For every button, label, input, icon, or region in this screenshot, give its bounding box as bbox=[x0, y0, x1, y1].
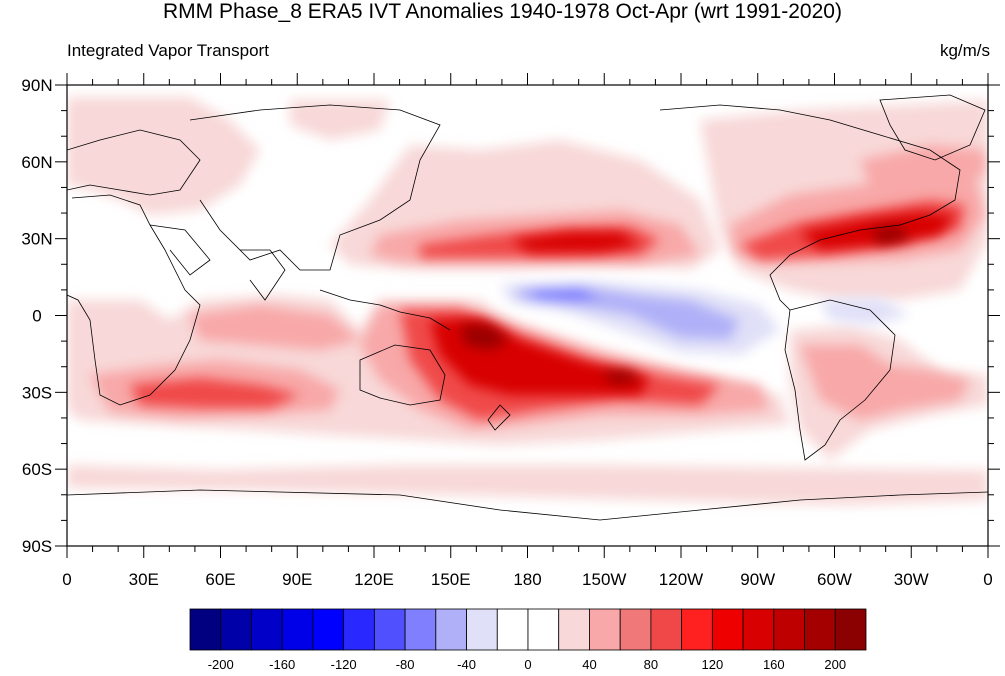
colorbar-swatch bbox=[558, 608, 590, 651]
colorbar-swatch bbox=[773, 608, 805, 651]
negative-anomalies bbox=[500, 282, 910, 355]
new-zealand-outline bbox=[487, 404, 511, 431]
colorbar-swatch bbox=[834, 608, 867, 651]
colorbar-label: 160 bbox=[763, 657, 785, 672]
colorbar-swatch bbox=[189, 608, 222, 651]
colorbar-swatch bbox=[312, 608, 345, 651]
colorbar-label: -80 bbox=[396, 657, 415, 672]
anomaly-field bbox=[67, 97, 988, 505]
colorbar-label: 200 bbox=[824, 657, 846, 672]
lat-tick-label: 30S bbox=[22, 383, 52, 402]
colorbar-swatch bbox=[373, 608, 406, 651]
colorbar-swatch bbox=[619, 608, 652, 651]
colorbar-swatch bbox=[404, 608, 437, 651]
colorbar-label: 40 bbox=[582, 657, 596, 672]
lon-tick-label: 0 bbox=[983, 570, 992, 589]
colorbar-swatch bbox=[281, 608, 314, 651]
colorbar-swatch bbox=[466, 608, 498, 651]
colorbar-swatch bbox=[742, 608, 775, 651]
colorbar-label: 0 bbox=[524, 657, 531, 672]
south-america-outline bbox=[784, 299, 896, 461]
colorbar-label: 80 bbox=[644, 657, 658, 672]
lat-tick-label: 60S bbox=[22, 460, 52, 479]
colorbar-label: -40 bbox=[457, 657, 476, 672]
europe-outline bbox=[67, 129, 201, 196]
lon-tick-label: 60W bbox=[817, 570, 852, 589]
colorbar-swatch bbox=[496, 608, 529, 651]
lon-tick-label: 150E bbox=[431, 570, 471, 589]
colorbar-swatch bbox=[527, 608, 560, 651]
lat-tick-label: 90N bbox=[21, 76, 52, 95]
lon-tick-label: 60E bbox=[205, 570, 235, 589]
india-outline bbox=[240, 249, 286, 301]
variable-label: Integrated Vapor Transport bbox=[67, 41, 269, 60]
colorbar: -200 -160 -120 -80 -40 0 40 80 120 160 200 bbox=[189, 608, 867, 672]
colorbar-label: -160 bbox=[269, 657, 295, 672]
colorbar-swatch bbox=[804, 608, 836, 651]
africa-outline bbox=[67, 194, 201, 406]
lon-tick-label: 0 bbox=[62, 570, 71, 589]
lon-tick-label: 30W bbox=[894, 570, 929, 589]
colorbar-swatch bbox=[681, 608, 713, 651]
coastlines bbox=[67, 94, 988, 521]
peak-positive-anomalies bbox=[460, 225, 910, 385]
map-axes: 0 30E 60E 90E 120E 150E 180 150W 120W 90W 60W 30W 09… bbox=[21, 73, 1000, 589]
north-america-outline bbox=[659, 104, 961, 311]
lat-tick-label: 0 bbox=[32, 307, 41, 326]
lon-tick-label: 90W bbox=[740, 570, 775, 589]
asia-outline bbox=[189, 104, 441, 271]
australia-outline bbox=[359, 344, 446, 406]
units-label: kg/m/s bbox=[939, 41, 990, 60]
colorbar-swatch bbox=[589, 608, 621, 651]
lon-tick-label: 30E bbox=[129, 570, 159, 589]
colorbar-swatch bbox=[220, 608, 252, 651]
colorbar-swatch bbox=[650, 608, 683, 651]
lon-tick-label: 180 bbox=[513, 570, 541, 589]
colorbar-swatch bbox=[711, 608, 744, 651]
lon-tick-label: 120W bbox=[659, 570, 703, 589]
maritime-continent-outline bbox=[319, 289, 451, 331]
colorbar-swatch bbox=[343, 608, 375, 651]
antarctica-outline bbox=[67, 489, 988, 521]
colorbar-swatch bbox=[435, 608, 467, 651]
lat-tick-label: 30N bbox=[21, 230, 52, 249]
colorbar-label: -200 bbox=[208, 657, 234, 672]
lon-tick-label: 120E bbox=[354, 570, 394, 589]
greenland-outline bbox=[879, 94, 986, 161]
lon-tick-label: 90E bbox=[282, 570, 312, 589]
arabia-outline bbox=[149, 224, 211, 276]
colorbar-label: 120 bbox=[702, 657, 724, 672]
chart-title: RMM Phase_8 ERA5 IVT Anomalies 1940-1978… bbox=[163, 0, 842, 23]
colorbar-swatch bbox=[251, 608, 283, 651]
lat-tick-label: 90S bbox=[22, 537, 52, 556]
lat-tick-label: 60N bbox=[21, 153, 52, 172]
lon-tick-label: 150W bbox=[582, 570, 626, 589]
colorbar-label: -120 bbox=[331, 657, 357, 672]
